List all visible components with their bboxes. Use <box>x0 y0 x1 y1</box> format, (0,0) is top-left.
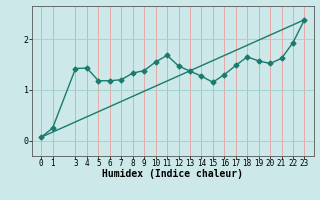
X-axis label: Humidex (Indice chaleur): Humidex (Indice chaleur) <box>102 169 243 179</box>
